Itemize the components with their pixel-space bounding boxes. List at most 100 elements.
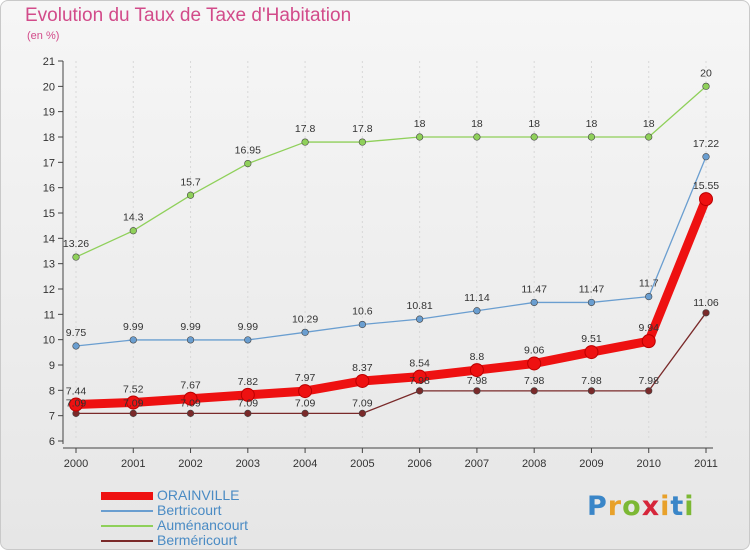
data-label: 18 [528,118,540,130]
legend-label: Auménancourt [157,517,249,533]
data-point [473,307,481,315]
data-label: 18 [643,118,655,130]
data-point [301,138,309,146]
data-label: 7.09 [238,397,259,409]
y-tick-label: 15 [43,208,55,220]
data-point [702,82,710,90]
legend-label: Berméricourt [157,532,238,548]
data-label: 7.98 [581,375,602,387]
legend-swatch [101,491,153,500]
data-point [355,373,370,388]
y-tick-label: 10 [43,335,55,347]
data-point [416,133,424,141]
data-label: 7.82 [238,376,259,388]
data-point [702,309,710,317]
data-label: 11.14 [464,292,490,304]
y-tick-label: 12 [43,284,55,296]
data-label: 10.29 [292,313,318,325]
x-tick-label: 2001 [121,458,145,470]
data-point [244,409,252,417]
x-tick-label: 2005 [350,458,374,470]
legend-swatch [101,539,153,542]
x-tick-label: 2002 [178,458,202,470]
data-label: 18 [586,118,598,130]
data-label: 9.75 [66,327,87,339]
data-label: 16.95 [235,145,261,157]
brand-letter: r [607,491,623,522]
x-tick-label: 2000 [64,458,88,470]
data-point [412,369,427,384]
y-tick-label: 17 [43,157,55,169]
data-label: 7.67 [180,380,201,392]
brand-letter: t [670,491,685,522]
data-point [298,384,313,399]
brand-letter: x [641,491,661,522]
data-point [530,387,538,395]
data-label: 7.97 [295,372,316,384]
brand-letter: i [684,491,695,522]
data-label: 18 [414,118,426,130]
y-tick-label: 9 [49,360,55,372]
chart-subtitle: (en %) [27,30,60,42]
data-point [473,387,481,395]
data-label: 15.7 [180,176,201,188]
data-point [530,133,538,141]
data-point [129,409,137,417]
data-label: 15.55 [693,180,719,192]
data-point [416,387,424,395]
brand-letter: o [622,491,642,522]
data-point [530,298,538,307]
legend-label: Bertricourt [157,502,222,518]
legend-item: Auménancourt [101,518,248,533]
data-label: 7.98 [409,375,430,387]
data-point [186,191,195,199]
data-point [473,133,481,141]
series-line-Berméricourt [75,312,707,415]
data-point [72,253,80,261]
y-tick-label: 19 [43,107,55,119]
y-tick-label: 20 [43,81,55,93]
data-point [301,328,309,336]
series-line-Auménancourt [75,85,707,258]
x-tick-label: 2009 [579,458,603,470]
data-label: 9.06 [524,344,545,356]
data-point [699,192,713,207]
data-label: 10.81 [406,300,432,312]
data-point [358,409,366,417]
data-point [244,336,252,344]
data-label: 9.51 [581,333,602,345]
data-label: 8.54 [409,358,430,370]
y-tick-label: 7 [49,411,55,423]
y-tick-label: 11 [44,309,55,321]
data-point [645,387,653,395]
legend-swatch [101,524,153,527]
data-label: 11.47 [521,283,547,295]
data-point [126,395,141,410]
series-line-Bertricourt [75,156,707,347]
data-label: 9.99 [238,321,259,333]
data-label: 17.8 [352,123,373,135]
data-label: 7.44 [66,386,87,398]
data-point [702,153,710,161]
data-label: 9.94 [639,322,660,334]
legend-label: ORAINVILLE [157,487,240,503]
y-tick-label: 21 [43,56,55,68]
data-point [72,342,80,350]
data-point [469,363,484,378]
brand-logo: Proxiti [587,491,695,522]
data-point [358,320,366,329]
x-tick-label: 2008 [522,458,546,470]
data-label: 8.8 [470,351,485,363]
data-label: 11.47 [579,283,605,295]
y-tick-label: 6 [49,436,55,448]
data-label: 20 [700,67,712,79]
data-point [69,397,83,412]
data-label: 9.99 [123,321,144,333]
x-tick-label: 2010 [636,458,660,470]
y-tick-label: 18 [43,132,55,144]
legend-item: Bertricourt [101,503,248,518]
y-tick-label: 8 [49,385,55,397]
data-point [587,298,596,307]
data-point [129,336,137,344]
